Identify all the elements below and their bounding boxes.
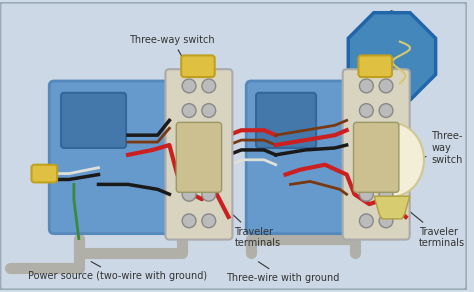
FancyBboxPatch shape (31, 165, 57, 182)
Text: Three-way switch: Three-way switch (129, 35, 215, 81)
FancyBboxPatch shape (61, 93, 126, 148)
Circle shape (182, 79, 196, 93)
FancyBboxPatch shape (358, 55, 392, 77)
FancyBboxPatch shape (343, 69, 410, 239)
FancyBboxPatch shape (0, 2, 467, 290)
FancyBboxPatch shape (176, 122, 221, 192)
Circle shape (202, 214, 216, 228)
Ellipse shape (360, 123, 424, 197)
Polygon shape (374, 196, 410, 219)
Circle shape (182, 187, 196, 201)
Text: Three-wire with ground: Three-wire with ground (227, 262, 340, 283)
FancyBboxPatch shape (256, 93, 316, 148)
Polygon shape (348, 13, 436, 100)
Circle shape (359, 187, 373, 201)
Circle shape (379, 214, 393, 228)
Text: Three-
way
switch: Three- way switch (408, 131, 463, 165)
Circle shape (202, 104, 216, 117)
Text: Power source (two-wire with ground): Power source (two-wire with ground) (27, 262, 207, 281)
Circle shape (182, 104, 196, 117)
Circle shape (379, 104, 393, 117)
FancyBboxPatch shape (165, 69, 232, 239)
Circle shape (202, 79, 216, 93)
FancyBboxPatch shape (181, 55, 215, 77)
Text: Traveler
terminals: Traveler terminals (409, 211, 465, 248)
FancyBboxPatch shape (49, 81, 177, 234)
Circle shape (359, 104, 373, 117)
Circle shape (202, 187, 216, 201)
Circle shape (359, 214, 373, 228)
Circle shape (379, 79, 393, 93)
Text: Traveler
terminals: Traveler terminals (224, 206, 281, 248)
FancyBboxPatch shape (354, 122, 399, 192)
Circle shape (379, 187, 393, 201)
Circle shape (182, 214, 196, 228)
Circle shape (359, 79, 373, 93)
FancyBboxPatch shape (246, 81, 355, 234)
